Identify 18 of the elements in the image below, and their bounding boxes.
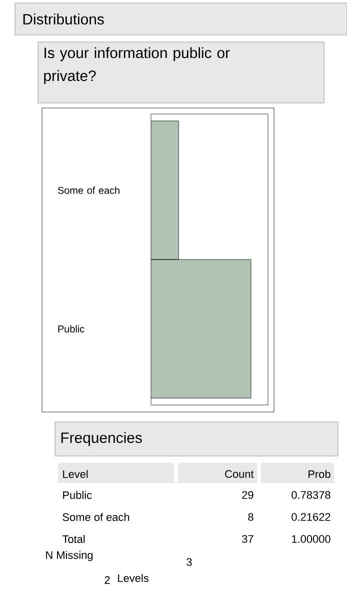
text: Frequencies xyxy=(61,432,142,446)
text: 0.21622 xyxy=(292,513,330,521)
text: Level xyxy=(63,470,88,478)
text: 2 xyxy=(104,576,110,584)
text: Count xyxy=(225,470,254,478)
text: 37 xyxy=(242,535,254,543)
text: Levels xyxy=(118,574,148,582)
text: 8 xyxy=(248,513,254,521)
chart-subtitle: Is your information public or private? xyxy=(44,47,230,84)
text: Total xyxy=(62,534,85,544)
category-label: Public xyxy=(63,490,92,500)
text: Prob xyxy=(308,470,330,478)
text: 29 xyxy=(242,491,254,499)
text: N Missing xyxy=(46,550,92,562)
text: 0.78378 xyxy=(292,491,330,499)
text: 1.00000 xyxy=(292,535,330,543)
text: 3 xyxy=(186,558,192,566)
chart-title: Distributions xyxy=(23,14,104,24)
